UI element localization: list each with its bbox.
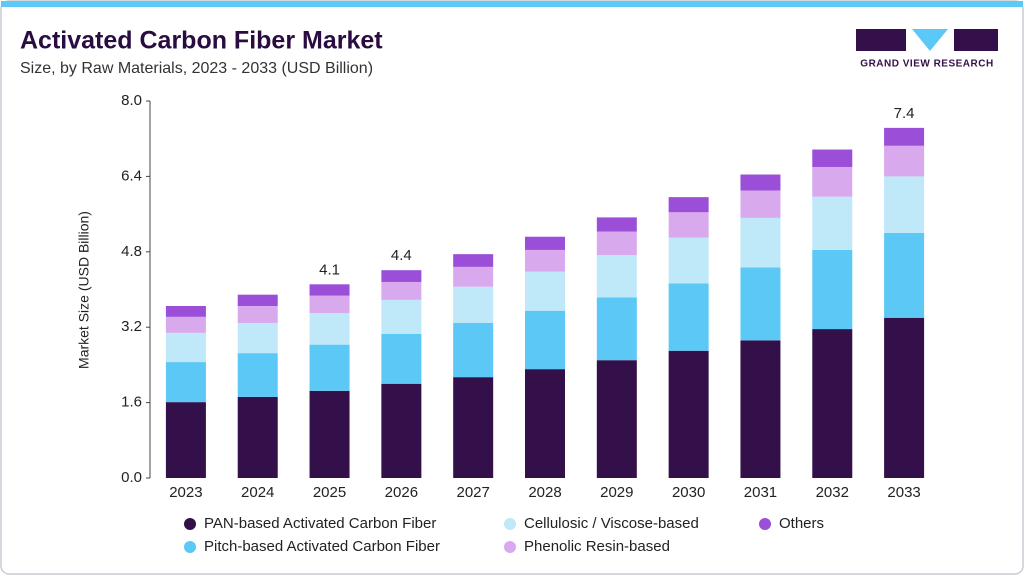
- x-tick-label: 2025: [313, 484, 346, 501]
- bar-segment: [884, 127, 925, 146]
- bar-segment: [237, 322, 278, 354]
- bar-segment: [453, 254, 494, 267]
- bar-segment: [453, 266, 494, 287]
- x-tick-label: 2028: [528, 484, 561, 501]
- y-tick-label: 3.2: [121, 318, 142, 335]
- y-tick-label: 0.0: [121, 469, 142, 486]
- chart-subtitle: Size, by Raw Materials, 2023 - 2033 (USD…: [20, 60, 373, 77]
- bar-segment: [381, 281, 422, 300]
- legend-label: Others: [779, 515, 824, 532]
- bar-segment: [381, 299, 422, 334]
- logo: GRAND VIEW RESEARCH: [856, 29, 998, 70]
- bar-segment: [309, 284, 350, 296]
- bar-segment: [237, 305, 278, 323]
- bar-segment: [165, 332, 206, 363]
- logo-block: [954, 29, 998, 51]
- bar-segment: [812, 329, 853, 478]
- bar-segment: [884, 176, 925, 233]
- bar-segment: [812, 196, 853, 250]
- x-tick-label: 2023: [169, 484, 202, 501]
- legend-swatch: [504, 541, 516, 553]
- bar-segment: [740, 174, 781, 191]
- y-tick-label: 1.6: [121, 394, 142, 411]
- bar-segment: [884, 232, 925, 318]
- bar-segment: [668, 197, 709, 213]
- top-stripe: [1, 1, 1023, 7]
- bar-segment: [740, 267, 781, 341]
- bar-segment: [812, 166, 853, 197]
- legend-label: Cellulosic / Viscose-based: [524, 515, 699, 532]
- y-axis-label: Market Size (USD Billion): [76, 211, 92, 369]
- bar-segment: [381, 270, 422, 282]
- bar-segment: [165, 362, 206, 403]
- y-tick-label: 6.4: [121, 167, 142, 184]
- total-label: 4.1: [319, 261, 340, 278]
- logo-text: GRAND VIEW RESEARCH: [860, 59, 993, 70]
- bar-segment: [596, 217, 637, 232]
- chart-title: Activated Carbon Fiber Market: [20, 27, 383, 55]
- bar-segment: [525, 369, 565, 478]
- bar-segment: [453, 322, 494, 378]
- bar-segment: [237, 353, 278, 397]
- x-tick-label: 2030: [672, 484, 705, 501]
- bar-segment: [668, 283, 709, 351]
- bar-segment: [668, 350, 709, 478]
- total-label: 7.4: [894, 105, 915, 122]
- bar-segment: [525, 271, 565, 311]
- bar-segment: [309, 344, 350, 391]
- bar-segment: [309, 313, 350, 345]
- legend-swatch: [759, 518, 771, 530]
- bar-segment: [453, 286, 494, 323]
- x-tick-label: 2033: [887, 484, 920, 501]
- x-tick-label: 2029: [600, 484, 633, 501]
- bar-segment: [668, 212, 709, 238]
- bar-segment: [165, 402, 206, 478]
- bar-segment: [740, 190, 781, 218]
- bar-segment: [237, 396, 278, 478]
- y-tick-label: 4.8: [121, 243, 142, 260]
- legend-label: PAN-based Activated Carbon Fiber: [204, 515, 436, 532]
- bar-segment: [812, 249, 853, 330]
- logo-block: [856, 29, 906, 51]
- legend-swatch: [184, 518, 196, 530]
- legend-swatch: [504, 518, 516, 530]
- x-tick-label: 2027: [456, 484, 489, 501]
- bar-segment: [525, 236, 565, 250]
- legend-label: Pitch-based Activated Carbon Fiber: [204, 538, 440, 555]
- bar-segment: [596, 297, 637, 361]
- x-tick-label: 2031: [744, 484, 777, 501]
- bar-segment: [525, 249, 565, 272]
- x-tick-label: 2032: [816, 484, 849, 501]
- bar-segment: [884, 317, 925, 478]
- bar-segment: [237, 294, 278, 306]
- bar-segment: [525, 310, 565, 370]
- x-tick-label: 2026: [385, 484, 418, 501]
- logo-triangle: [912, 29, 948, 51]
- total-label: 4.4: [391, 247, 412, 264]
- bar-segment: [884, 145, 925, 177]
- bar-segment: [596, 360, 637, 478]
- bar-segment: [309, 295, 350, 314]
- bar-segment: [740, 340, 781, 478]
- bar-segment: [596, 231, 637, 256]
- bar-segment: [740, 217, 781, 268]
- bar-segment: [453, 377, 494, 478]
- bar-segment: [381, 383, 422, 478]
- bar-segment: [668, 237, 709, 284]
- legend-label: Phenolic Resin-based: [524, 538, 670, 555]
- legend-swatch: [184, 541, 196, 553]
- bar-segment: [309, 390, 350, 478]
- y-tick-label: 8.0: [121, 92, 142, 109]
- x-tick-label: 2024: [241, 484, 274, 501]
- bar-segment: [165, 305, 206, 317]
- bar-segment: [165, 316, 206, 333]
- bar-segment: [812, 149, 853, 167]
- bar-segment: [381, 333, 422, 384]
- bar-segment: [596, 255, 637, 298]
